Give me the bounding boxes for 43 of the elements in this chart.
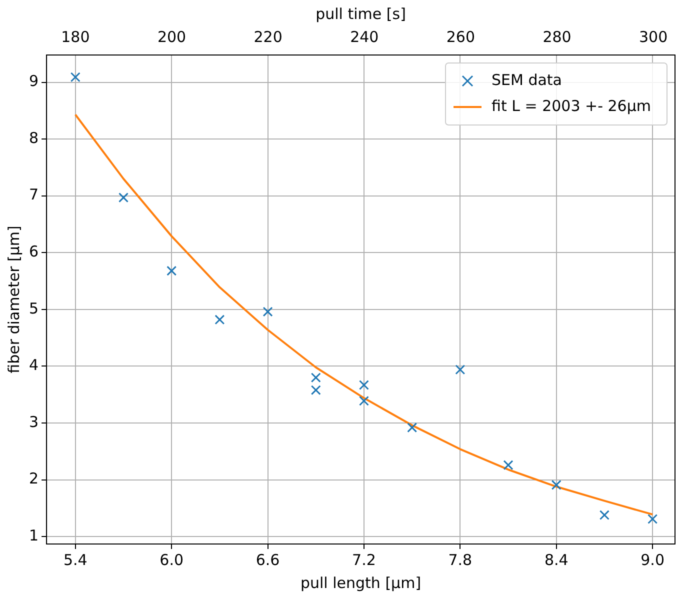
y-tick-label: 3 [28, 412, 39, 431]
legend-label: SEM data [492, 70, 562, 89]
x-tick-label: 9.0 [640, 550, 664, 569]
x-axis-title: pull length [µm] [300, 574, 422, 592]
x2-tick-label: 240 [350, 28, 379, 46]
point [599, 510, 610, 520]
x2-tick-label: 180 [61, 28, 90, 46]
x-tick-label: 5.4 [63, 550, 88, 569]
y-tick-label: 8 [28, 128, 39, 147]
x-tick-label: 7.8 [448, 550, 472, 569]
x2-axis-title: pull time [s] [316, 4, 406, 23]
point [214, 314, 225, 325]
point [310, 385, 321, 396]
y-axis-title: fiber diameter [µm] [4, 226, 23, 374]
y-tick-label: 6 [28, 242, 39, 261]
x2-tick-label: 300 [639, 28, 668, 46]
point [310, 372, 321, 383]
point [648, 514, 658, 524]
x2-tick-label: 220 [254, 28, 282, 46]
point [407, 422, 418, 433]
point [70, 72, 80, 82]
x2-tick-label: 260 [446, 28, 476, 46]
x-tick-label: 6.0 [160, 550, 184, 569]
y-tick-label: 7 [28, 186, 39, 204]
point [551, 480, 562, 490]
point [503, 460, 514, 470]
point [455, 364, 466, 375]
point [262, 306, 273, 317]
point [166, 266, 177, 276]
point [358, 380, 369, 390]
x-tick-label: 8.4 [544, 550, 568, 569]
y-tick-label: 2 [28, 470, 39, 488]
x2-tick-label: 280 [542, 28, 572, 46]
y-tick-label: 5 [28, 299, 39, 318]
x-tick-label: 6.6 [256, 550, 280, 569]
y-tick-label: 1 [28, 526, 39, 545]
point [358, 396, 369, 406]
x-tick-label: 7.2 [352, 550, 376, 569]
y-tick-label: 9 [28, 72, 39, 90]
point [118, 192, 128, 203]
legend-label: fit L = 2003 +- 26µm [492, 96, 652, 115]
x2-tick-label: 200 [157, 28, 186, 46]
y-tick-label: 4 [28, 356, 39, 374]
